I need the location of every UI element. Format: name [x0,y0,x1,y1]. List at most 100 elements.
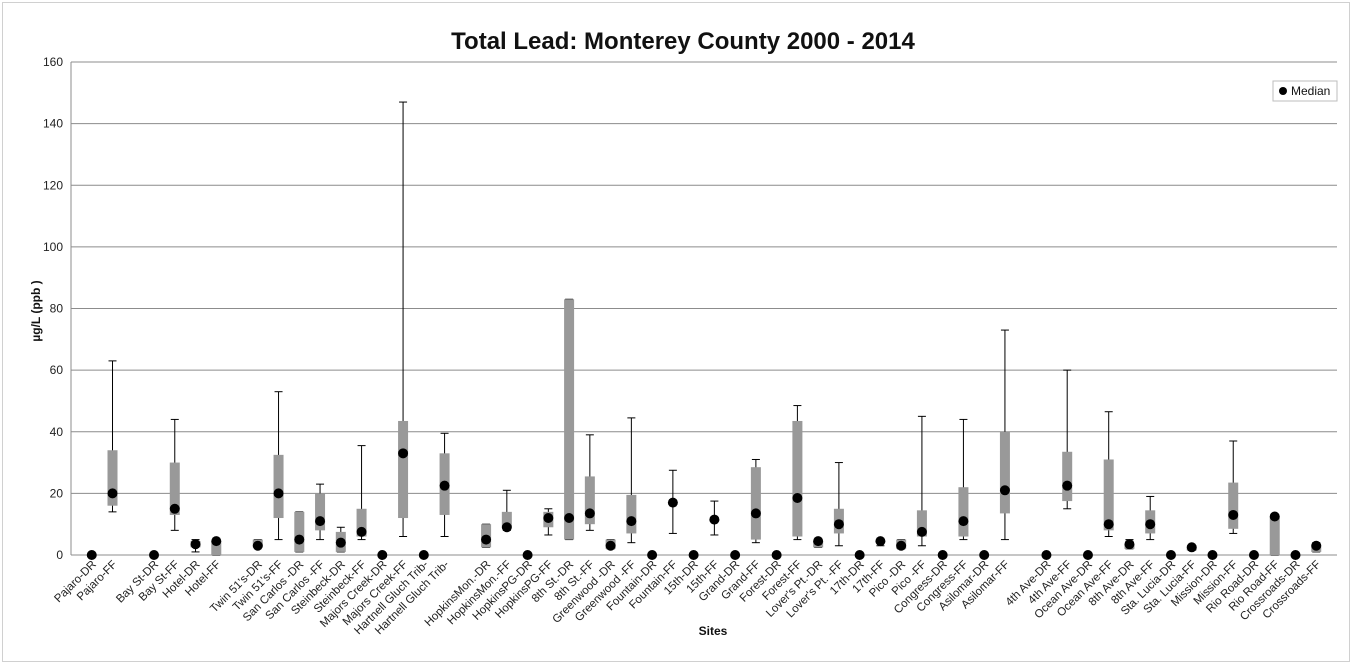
median-marker [439,480,450,491]
median-marker [252,540,263,551]
iqr-box [1103,459,1114,531]
median-marker [190,539,201,550]
iqr-box [107,450,118,506]
median-marker [1290,550,1301,560]
median-marker [999,485,1010,496]
median-marker [149,550,160,560]
median-marker [584,508,595,519]
box-item [1041,550,1052,560]
median-marker [1207,550,1218,560]
box-item [875,536,886,547]
median-marker [730,550,741,560]
box-item [750,458,761,544]
y-axis-title: µg/L (ppb ) [29,280,43,341]
y-tick-label: 20 [50,486,64,500]
median-marker [771,550,782,560]
median-marker [937,550,948,560]
iqr-box [999,431,1010,514]
box-item [688,550,699,560]
y-tick-label: 100 [43,240,63,254]
y-tick-label: 80 [50,302,64,316]
median-marker [1145,519,1156,530]
iqr-box [792,420,803,537]
box-item [315,483,326,541]
median-marker [750,508,761,519]
median-marker [522,550,533,560]
median-marker [958,516,969,527]
median-marker [916,526,927,537]
box-item [169,418,180,531]
median-marker [605,540,616,551]
median-marker [315,516,326,527]
box-item [667,469,678,534]
box-item [709,500,720,536]
chart-title: Total Lead: Monterey County 2000 - 2014 [451,28,915,55]
box-item [86,550,97,560]
median-marker [667,497,678,508]
x-axis-title: Sites [699,624,728,638]
iqr-box [916,510,927,537]
median-marker [709,514,720,525]
iqr-box [750,467,761,540]
median-marker [1186,542,1197,553]
box-item [522,550,533,560]
legend-marker [1279,87,1287,95]
box-item [190,539,201,553]
median-marker [1165,550,1176,560]
median-marker [813,536,824,547]
box-series [86,101,1322,560]
median-marker [833,519,844,530]
box-item [979,550,990,560]
box-item [418,550,429,560]
box-item [1082,550,1093,560]
y-axis-ticks: 0 20 40 60 80 100 120 140 160 [43,55,63,562]
iqr-box [1269,516,1280,555]
iqr-box [356,508,367,537]
box-item [107,360,118,513]
box-item [211,536,222,556]
box-item [481,523,492,548]
box-item [273,391,284,541]
box-item [439,432,450,538]
box-item [1124,539,1135,550]
iqr-box [294,511,305,552]
iqr-box [1228,482,1239,529]
median-marker [896,540,907,551]
box-item [294,511,305,553]
median-marker [1041,550,1052,560]
legend-box [1272,80,1338,102]
median-marker [86,550,97,560]
iqr-box [211,541,222,555]
iqr-box [273,454,284,519]
median-marker [377,550,388,560]
box-item [771,550,782,560]
legend: Median [1272,80,1338,102]
median-marker [418,550,429,560]
median-marker [1062,480,1073,491]
y-tick-label: 120 [43,178,63,192]
y-tick-label: 40 [50,425,64,439]
box-item [543,508,554,536]
median-marker [1228,509,1239,520]
box-item [792,405,803,541]
iqr-box [501,511,512,528]
box-item [1103,411,1114,538]
median-marker [481,534,492,545]
y-tick-label: 0 [56,548,63,562]
median-marker [647,550,658,560]
box-item [1165,550,1176,560]
median-marker [564,513,575,524]
median-marker [854,550,865,560]
box-item [356,445,367,541]
box-item [1062,369,1073,510]
box-item [1145,495,1156,541]
box-item [896,539,907,551]
median-marker [979,550,990,560]
box-item [937,550,948,560]
median-marker [688,550,699,560]
median-marker [1124,539,1135,550]
median-marker [107,488,118,499]
box-item [605,539,616,551]
